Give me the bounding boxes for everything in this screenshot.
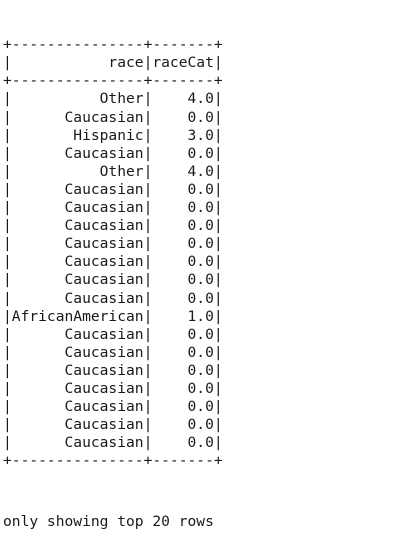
table-row: | Caucasian| 0.0| — [3, 290, 411, 308]
table-row: | Caucasian| 0.0| — [3, 326, 411, 344]
table-row: | Caucasian| 0.0| — [3, 181, 411, 199]
table-row: | Caucasian| 0.0| — [3, 235, 411, 253]
table-row: |AfricanAmerican| 1.0| — [3, 308, 411, 326]
table-row: | Caucasian| 0.0| — [3, 217, 411, 235]
table-row: | Caucasian| 0.0| — [3, 416, 411, 434]
table-row: | Caucasian| 0.0| — [3, 398, 411, 416]
table-row: | Other| 4.0| — [3, 163, 411, 181]
results-table: +---------------+-------+ | race|raceCat|… — [3, 36, 411, 470]
table-row: | Caucasian| 0.0| — [3, 109, 411, 127]
table-row: | Caucasian| 0.0| — [3, 145, 411, 163]
table-row: | Caucasian| 0.0| — [3, 199, 411, 217]
console-output: +---------------+-------+ | race|raceCat|… — [3, 0, 411, 462]
table-row: | Caucasian| 0.0| — [3, 380, 411, 398]
table-row: | Hispanic| 3.0| — [3, 127, 411, 145]
row-limit-note: only showing top 20 rows — [3, 513, 411, 531]
table-row: | Caucasian| 0.0| — [3, 434, 411, 452]
table-row: | Caucasian| 0.0| — [3, 253, 411, 271]
table-row: | Caucasian| 0.0| — [3, 344, 411, 362]
table-row: | Caucasian| 0.0| — [3, 362, 411, 380]
table-border-bottom: +---------------+-------+ — [3, 452, 411, 470]
table-header-row: | race|raceCat| — [3, 54, 411, 72]
table-border-header: +---------------+-------+ — [3, 72, 411, 90]
table-row: | Other| 4.0| — [3, 90, 411, 108]
table-row: | Caucasian| 0.0| — [3, 271, 411, 289]
table-border-top: +---------------+-------+ — [3, 36, 411, 54]
